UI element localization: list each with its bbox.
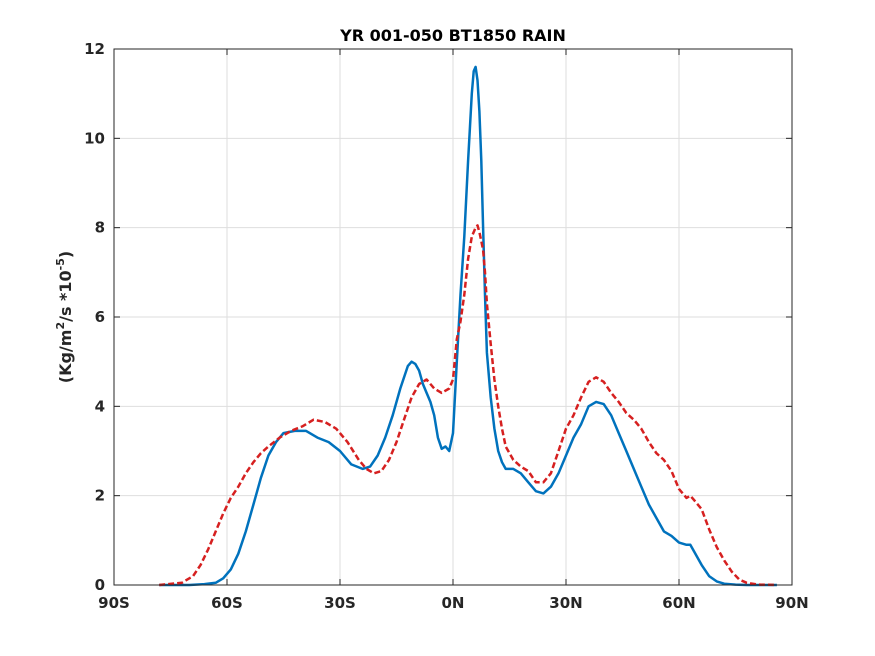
y-tick-labels: 0 2 4 6 8 10 12 [84, 40, 105, 594]
chart-title: YR 001-050 BT1850 RAIN [339, 26, 566, 45]
x-tick-label: 30N [549, 594, 582, 612]
grid [114, 49, 792, 585]
y-axis-label-middle: /s *10 [56, 270, 75, 322]
y-tick-label: 12 [84, 40, 105, 58]
x-tick-label: 90N [775, 594, 808, 612]
x-tick-labels: 90S 60S 30S 0N 30N 60N 90N [98, 594, 809, 612]
x-tick-label: 30S [324, 594, 356, 612]
x-tick-label: 60S [211, 594, 243, 612]
y-axis-label-suffix: ) [56, 251, 75, 258]
y-tick-label: 4 [95, 397, 105, 415]
y-axis-label-sup1: 2 [54, 322, 67, 330]
y-tick-label: 0 [95, 576, 105, 594]
y-tick-label: 8 [95, 219, 105, 237]
y-axis-label: (Kg/m2/s *10-5) [54, 251, 75, 383]
tick-marks [113, 48, 793, 586]
x-tick-label: 0N [442, 594, 465, 612]
series-line-blue-solid [159, 65, 777, 587]
series-line-red-dashed [159, 224, 777, 587]
y-axis-label-sup2: -5 [54, 258, 67, 270]
x-tick-label: 90S [98, 594, 130, 612]
y-tick-label: 10 [84, 129, 105, 147]
series-group [159, 65, 777, 587]
y-tick-label: 2 [95, 487, 105, 505]
y-tick-label: 6 [95, 308, 105, 326]
y-axis-label-prefix: (Kg/m [56, 330, 75, 384]
x-tick-label: 60N [662, 594, 695, 612]
